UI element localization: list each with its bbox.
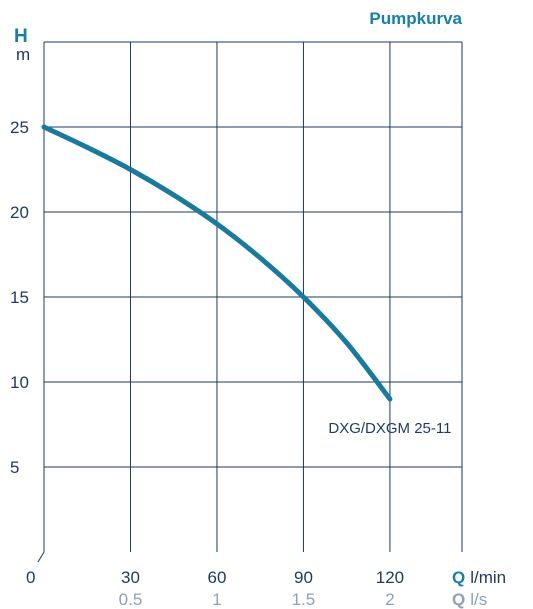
y-tick-label: 15 [10, 288, 29, 307]
y-tick-label: 5 [10, 458, 19, 477]
x-tick-label: 120 [376, 568, 404, 587]
series-label: DXG/DXGM 25-11 [328, 420, 451, 437]
x-axis-unit: l/min [470, 568, 506, 587]
x-secondary-tick-label: 1.5 [292, 590, 316, 609]
series-line [41, 124, 393, 402]
x-origin-label: 0 [26, 568, 35, 587]
y-tick-label: 10 [10, 373, 29, 392]
x-secondary-tick-label: 0.5 [119, 590, 143, 609]
x-axis-secondary-q: Q [452, 590, 465, 609]
x-tick-label: 30 [121, 568, 140, 587]
x-secondary-tick-label: 1 [212, 590, 221, 609]
y-tick-label: 25 [10, 118, 29, 137]
y-tick-label: 20 [10, 203, 29, 222]
y-axis-label: H [14, 26, 28, 47]
chart-grid [37, 41, 463, 563]
chart-title: Pumpkurva [369, 9, 462, 28]
curve-layer [41, 124, 393, 402]
origin-mark [37, 551, 45, 563]
x-tick-label: 90 [294, 568, 313, 587]
x-tick-label: 60 [208, 568, 227, 587]
x-secondary-tick-label: 2 [385, 590, 394, 609]
y-axis-unit: m [16, 45, 30, 64]
x-axis-secondary-unit: l/s [470, 590, 487, 609]
x-axis-q: Q [452, 568, 465, 587]
